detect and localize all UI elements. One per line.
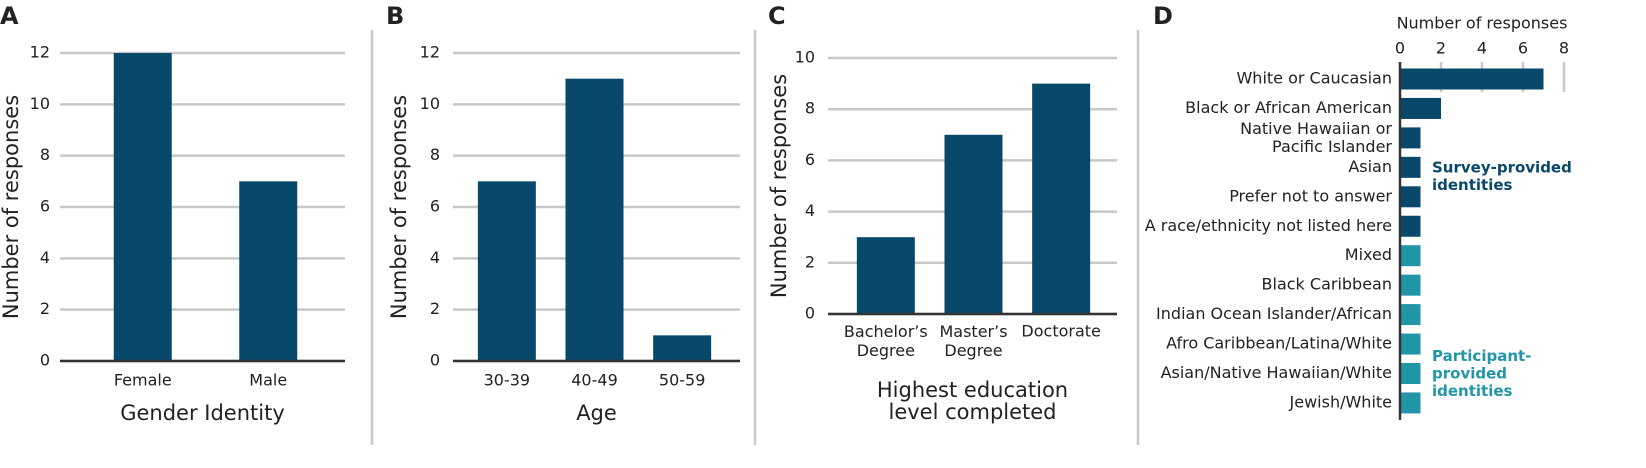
bar (1400, 304, 1421, 326)
panel-label: C (768, 2, 786, 30)
x-tick-label: 40-49 (571, 371, 618, 390)
y-tick-label: 2 (40, 299, 50, 318)
panel-label: B (386, 2, 404, 30)
y-tick-label: White or Caucasian (1236, 69, 1392, 88)
y-tick-label: Mixed (1345, 245, 1392, 264)
y-tick-label: 2 (430, 299, 440, 318)
bar (113, 53, 172, 361)
y-tick-label: 4 (40, 248, 50, 267)
y-tick-label: Native Hawaiian or Pacific Islander (1240, 118, 1392, 155)
y-tick-label: 2 (805, 252, 815, 271)
x-tick-label: Bachelor’s Degree (844, 322, 928, 360)
y-tick-label: Black or African American (1185, 98, 1392, 117)
x-tick-label: 8 (1559, 39, 1569, 58)
bar (1400, 68, 1544, 90)
x-axis-label: Age (576, 401, 617, 425)
x-tick-label: 30-39 (484, 371, 531, 390)
y-tick-label: 12 (30, 43, 50, 62)
panel-label: A (0, 2, 19, 30)
y-tick-label: 4 (805, 201, 815, 220)
x-axis-label: Number of responses (1397, 14, 1568, 33)
y-tick-label: Prefer not to answer (1229, 186, 1392, 205)
x-tick-label: Master’s Degree (939, 322, 1007, 360)
y-tick-label: 0 (40, 351, 50, 370)
y-tick-label: Asian/Native Hawaiian/White (1161, 363, 1392, 382)
x-tick-label: 2 (1436, 39, 1446, 58)
bar (1400, 274, 1421, 296)
y-tick-label: Indian Ocean Islander/African (1156, 304, 1392, 323)
bar (653, 335, 712, 361)
y-tick-label: 12 (420, 43, 440, 62)
y-tick-label: 10 (30, 94, 50, 113)
bar (1400, 215, 1421, 237)
y-tick-label: Jewish/White (1289, 392, 1392, 411)
x-tick-label: Female (114, 371, 172, 390)
x-axis-label: Gender Identity (120, 401, 285, 425)
bar (1032, 83, 1091, 314)
y-tick-label: 0 (805, 304, 815, 323)
y-tick-label: Afro Caribbean/Latina/White (1166, 334, 1392, 353)
x-tick-label: 6 (1518, 39, 1528, 58)
y-axis-label: Number of responses (767, 74, 791, 298)
x-tick-label: Doctorate (1021, 322, 1100, 341)
y-tick-label: 8 (430, 145, 440, 164)
bar (1400, 333, 1421, 355)
y-tick-label: 6 (805, 150, 815, 169)
bar (565, 78, 624, 362)
y-tick-label: 6 (430, 197, 440, 216)
x-tick-label: 50-59 (659, 371, 706, 390)
legend-label: Participant-provided identities (1432, 347, 1531, 400)
bar (856, 237, 915, 314)
panel-label: D (1153, 2, 1173, 30)
bar (1400, 186, 1421, 208)
y-axis-label: Number of responses (0, 95, 23, 319)
bar (477, 181, 536, 361)
y-tick-label: Black Caribbean (1262, 275, 1392, 294)
y-tick-label: 4 (430, 248, 440, 267)
y-tick-label: Asian (1348, 157, 1392, 176)
legend-label: Survey-provided identities (1432, 158, 1572, 194)
bar (1400, 245, 1421, 267)
x-tick-label: 4 (1477, 39, 1487, 58)
bar (1400, 392, 1421, 414)
y-tick-label: A race/ethnicity not listed here (1145, 216, 1392, 235)
y-tick-label: 0 (430, 351, 440, 370)
bar (1400, 156, 1421, 178)
bar (1400, 363, 1421, 384)
bar (1400, 127, 1421, 149)
bar (944, 134, 1003, 314)
x-axis-label: Highest education level completed (877, 378, 1068, 424)
bar (239, 181, 298, 361)
y-tick-label: 8 (805, 99, 815, 118)
y-tick-label: 6 (40, 197, 50, 216)
y-tick-label: 10 (795, 48, 815, 67)
x-tick-label: 0 (1395, 39, 1405, 58)
bar (1400, 97, 1441, 119)
y-axis-label: Number of responses (387, 95, 411, 319)
y-tick-label: 10 (420, 94, 440, 113)
x-tick-label: Male (249, 371, 287, 390)
y-tick-label: 8 (40, 145, 50, 164)
